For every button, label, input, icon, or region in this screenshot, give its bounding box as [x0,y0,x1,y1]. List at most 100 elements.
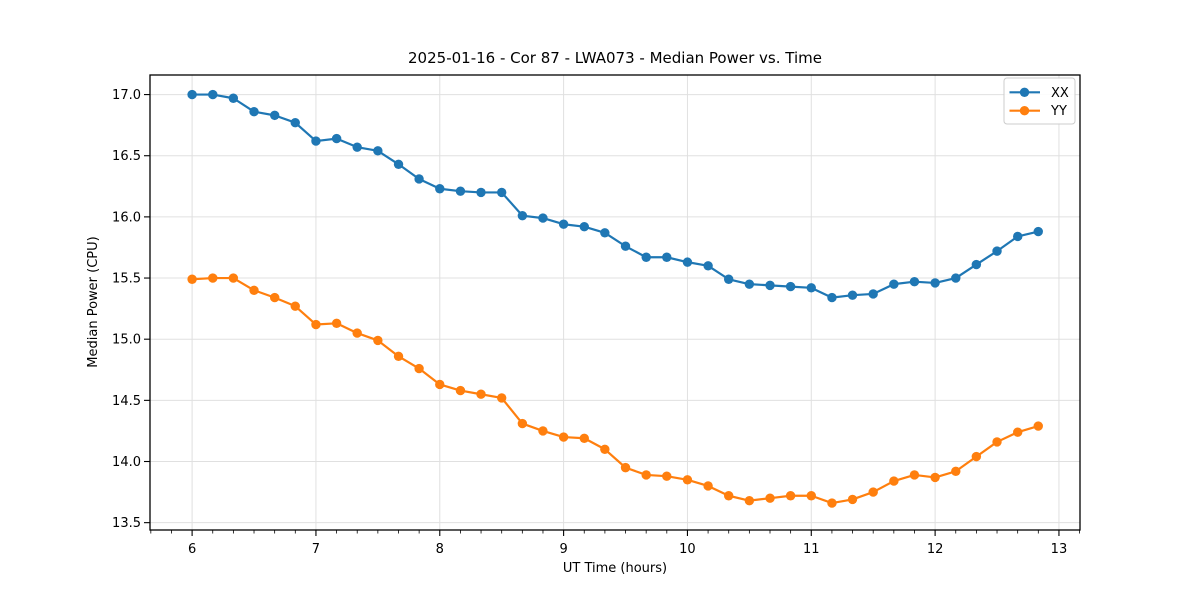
data-point-marker [558,432,569,442]
data-point-marker [930,278,940,288]
x-tick-label: 9 [559,542,567,557]
data-point-marker [992,246,1002,256]
y-tick-label: 16.0 [112,210,141,225]
legend-label: YY [1050,104,1067,119]
data-point-marker [476,187,486,198]
data-point-marker [538,426,548,436]
data-point-marker [806,283,816,293]
data-point-marker [1013,231,1023,242]
data-point-marker [517,418,528,429]
series-line [192,93,1039,299]
data-point-marker [723,491,734,501]
series-line [192,276,1039,505]
data-point-marker [1013,427,1023,437]
data-point-marker [1033,421,1043,431]
data-point-marker [641,470,651,480]
data-point-marker [373,335,383,346]
data-point-marker [827,292,837,303]
chart-title: 2025-01-16 - Cor 87 - LWA073 - Median Po… [408,49,822,67]
data-point-marker [620,462,631,473]
data-point-marker [785,281,796,292]
x-tick-label: 7 [312,542,320,557]
data-point-marker [620,241,631,251]
data-point-marker [992,437,1002,447]
data-point-marker [682,475,693,485]
y-axis-label: Median Power (CPU) [86,236,101,367]
data-point-marker [971,259,982,270]
x-tick-label: 10 [679,542,696,557]
data-point-marker [641,252,651,262]
y-tick-label: 16.5 [112,149,141,164]
data-point-marker [723,274,734,284]
data-point-marker [662,252,672,262]
data-point-marker [951,273,961,283]
legend-entry-yy: YY [1009,104,1067,119]
data-point-marker [476,389,486,399]
data-point-marker [785,491,796,501]
legend-marker [1019,87,1030,98]
x-tick-label: 6 [188,542,196,557]
data-point-marker [579,221,589,232]
data-point-marker [847,290,858,300]
x-tick-label: 12 [927,542,944,557]
data-point-marker [889,476,899,486]
data-point-marker [270,110,280,121]
data-point-marker [455,186,466,196]
data-point-marker [765,493,775,503]
legend-label: XX [1051,86,1069,101]
data-point-marker [703,481,713,491]
data-point-marker [558,219,569,229]
data-point-marker [744,279,755,289]
data-point-marker [868,487,878,497]
data-point-marker [538,213,548,223]
x-tick-label: 8 [436,542,444,557]
data-point-marker [228,273,239,283]
data-point-marker [744,495,755,506]
legend-marker [1019,106,1030,116]
data-point-marker [703,261,713,271]
data-point-marker [909,277,920,287]
legend: XX YY [1003,77,1076,125]
y-tick-label: 13.5 [112,516,141,531]
data-point-marker [290,118,300,128]
data-point-marker [930,472,940,483]
y-tick-label: 14.0 [112,455,141,470]
data-point-marker [393,351,404,362]
data-point-marker [909,470,920,480]
y-tick-label: 17.0 [112,88,141,103]
data-point-marker [249,106,259,117]
data-point-marker [290,301,300,311]
data-point-marker [373,146,383,156]
data-point-marker [352,142,362,152]
data-point-marker [600,444,610,454]
data-point-marker [517,210,528,221]
data-point-marker [682,257,693,267]
data-point-marker [187,89,197,100]
data-point-marker [579,433,589,443]
data-point-marker [889,279,899,289]
data-point-marker [228,93,239,103]
data-series [187,89,1043,508]
legend-entry-xx: XX [1009,86,1069,101]
series-xx [187,89,1043,303]
x-tick-label: 13 [1051,542,1068,557]
axis-tick-labels: 6 7 8 9 10 11 12 13 13.5 14.0 14.5 15.0 15.5 16.0 16.5… [112,88,1067,557]
data-point-marker [414,174,424,184]
data-point-marker [455,385,466,396]
data-point-marker [352,328,362,338]
plot-border [149,74,1081,531]
data-point-marker [249,285,259,295]
data-point-marker [496,187,507,198]
data-point-marker [414,363,424,374]
y-tick-label: 14.5 [112,394,141,409]
data-point-marker [435,184,445,194]
x-tick-label: 11 [803,542,820,557]
data-point-marker [331,318,342,328]
gridlines [150,75,1080,530]
data-point-marker [662,471,672,481]
data-point-marker [1033,226,1043,237]
data-point-marker [311,136,321,146]
data-point-marker [847,494,858,505]
